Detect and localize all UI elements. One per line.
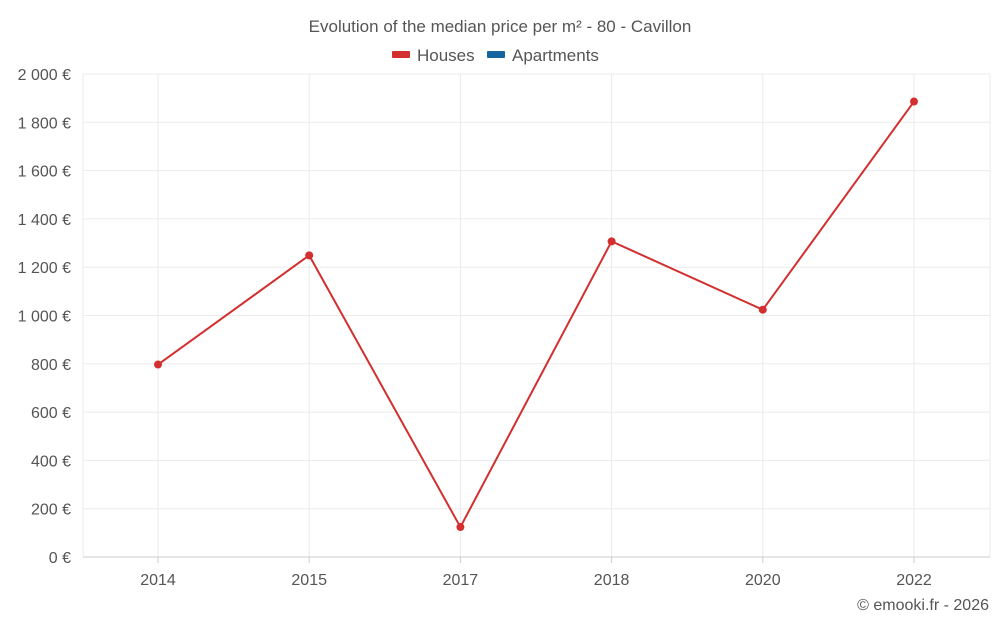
- legend-item-houses[interactable]: Houses: [392, 46, 475, 65]
- x-gridlines: [82, 74, 991, 557]
- data-point-houses[interactable]: 2018: 1307 €: [607, 237, 616, 246]
- y-tick-label: 2 000 €: [18, 67, 71, 84]
- y-tick-label: 1 800 €: [18, 115, 71, 132]
- credit-text: © emooki.fr - 2026: [857, 597, 989, 614]
- data-point-houses[interactable]: 2014: 797 €: [154, 360, 162, 369]
- chart-title: Evolution of the median price per m² - 8…: [309, 17, 692, 36]
- y-tick-label: 200 €: [31, 502, 71, 519]
- data-point-houses[interactable]: 2017: 124 €: [456, 523, 465, 532]
- y-tick-label: 1 600 €: [18, 164, 71, 181]
- x-tick-label: 2020: [745, 572, 781, 589]
- legend-item-apartments[interactable]: Apartments: [487, 46, 599, 65]
- x-tick-label: 2014: [140, 572, 176, 589]
- y-tick-label: 800 €: [31, 357, 71, 374]
- y-tick-label: 400 €: [31, 453, 71, 470]
- x-tick-label: 2015: [291, 572, 327, 589]
- legend-label-houses: Houses: [417, 46, 475, 65]
- x-tick-label: 2022: [896, 572, 932, 589]
- legend-swatch-houses: [392, 51, 410, 58]
- y-tick-label: 1 000 €: [18, 309, 71, 326]
- y-axis: 0 € 200 € 400 € 600 € 800 € 1 000 € 1 200 € 1 4…: [18, 67, 71, 567]
- y-tick-label: 1 200 €: [18, 260, 71, 277]
- y-gridlines: [83, 73, 990, 510]
- legend-label-apartments: Apartments: [512, 46, 599, 65]
- data-point-houses[interactable]: 2020: 1024 €: [758, 305, 767, 314]
- data-point-houses[interactable]: 2022: 1886 €: [910, 97, 918, 106]
- legend: Houses Apartments: [392, 46, 599, 65]
- x-axis: 2014 2015 2017 2018 2020 2022: [83, 556, 990, 589]
- series-layer: 2014: 797 € 2015: 1249 € 2017: 124 € 2018: …: [154, 97, 918, 532]
- y-tick-label: 1 400 €: [18, 212, 71, 229]
- series-line-houses: [157, 100, 915, 529]
- y-tick-label: 600 €: [31, 405, 71, 422]
- y-tick-label: 0 €: [49, 550, 71, 567]
- x-tick-label: 2018: [594, 572, 630, 589]
- data-point-houses[interactable]: 2015: 1249 €: [305, 251, 314, 260]
- legend-swatch-apartments: [487, 51, 505, 58]
- x-tick-label: 2017: [443, 572, 479, 589]
